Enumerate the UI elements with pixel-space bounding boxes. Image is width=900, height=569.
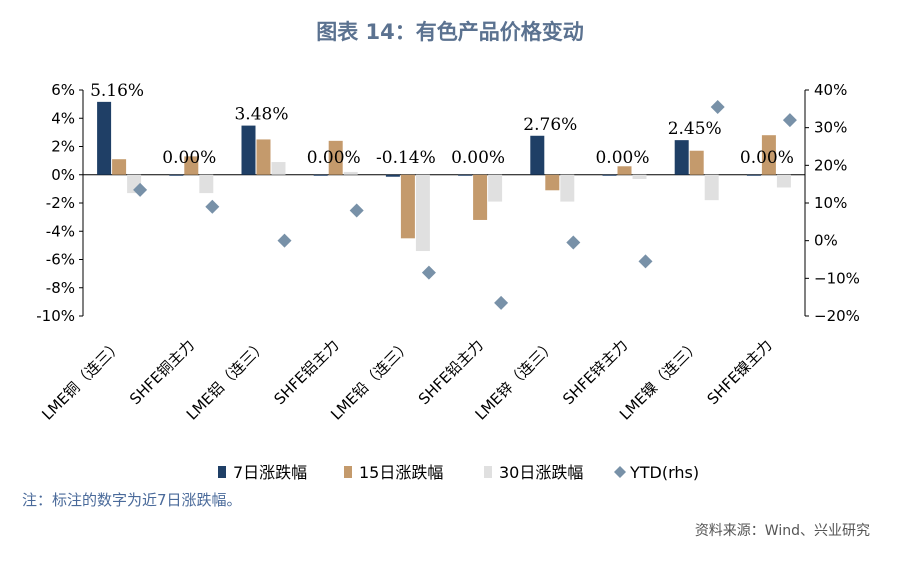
y-tick-label-right: 30%	[814, 119, 847, 137]
bar-3	[560, 174, 575, 202]
y-tick-label-right: −20%	[814, 307, 860, 325]
data-label: 3.48%	[234, 105, 288, 125]
y-tick-label-left: 4%	[51, 109, 75, 127]
y-tick-label-left: -4%	[46, 222, 75, 240]
bar-2	[473, 174, 488, 220]
bar-1	[313, 174, 328, 176]
x-tick-label: SHFE锌主力	[559, 336, 631, 408]
bar-1	[530, 135, 545, 175]
chart-title: 图表 14：有色产品价格变动	[316, 20, 584, 44]
bar-2	[545, 174, 560, 191]
x-tick-label: SHFE铝主力	[270, 336, 342, 408]
x-tick-label: SHFE铜主力	[126, 336, 198, 408]
legend-label: 7日涨跌幅	[233, 463, 307, 482]
bar-3	[271, 162, 286, 175]
data-label: 0.00%	[451, 148, 505, 168]
footnote: 注：标注的数字为近7日涨跌幅。	[22, 491, 242, 509]
data-label: 0.00%	[162, 148, 216, 168]
y-tick-label-left: 0%	[51, 166, 75, 184]
ytd-point	[133, 182, 148, 197]
y-tick-label-left: 6%	[51, 81, 75, 99]
bar-1	[97, 101, 112, 175]
bar-1	[746, 174, 761, 176]
y-tick-label-left: -2%	[46, 194, 75, 212]
ytd-point	[421, 265, 436, 280]
bar-2	[184, 156, 199, 175]
y-tick-label-right: 10%	[814, 194, 847, 212]
bar-3	[415, 174, 430, 252]
y-tick-label-left: -8%	[46, 279, 75, 297]
ytd-point	[277, 233, 292, 248]
bar-1	[458, 174, 473, 176]
legend-marker	[484, 466, 492, 478]
x-tick-label: SHFE镍主力	[704, 336, 776, 408]
bar-1	[169, 174, 184, 176]
bar-1	[602, 174, 617, 176]
bar-1	[241, 125, 256, 175]
bar-3	[632, 174, 647, 179]
y-tick-label-right: 20%	[814, 156, 847, 174]
bar-2	[400, 174, 415, 239]
bar-3	[199, 174, 214, 194]
legend-marker	[218, 466, 226, 478]
legend-label: 15日涨跌幅	[359, 463, 443, 482]
bar-1	[674, 140, 689, 175]
y-tick-label-right: −10%	[814, 269, 860, 287]
legend-label: YTD(rhs)	[629, 463, 699, 482]
ytd-point	[205, 199, 220, 214]
legend-label: 30日涨跌幅	[499, 463, 583, 482]
x-tick-label: SHFE铅主力	[415, 336, 487, 408]
data-label: 0.00%	[740, 148, 794, 168]
data-label: 2.45%	[668, 119, 722, 139]
bar-2	[617, 166, 632, 175]
data-label: 5.16%	[90, 81, 144, 101]
bar-2	[256, 139, 271, 175]
bar-2	[761, 135, 776, 175]
x-tick-label: LME铜（连三）	[38, 336, 126, 424]
legend-marker	[344, 466, 352, 478]
ytd-point	[349, 203, 364, 218]
legend-marker	[614, 466, 626, 478]
bar-3	[704, 174, 719, 201]
y-tick-label-right: 0%	[814, 232, 838, 250]
y-tick-label-left: 2%	[51, 138, 75, 156]
ytd-point	[710, 99, 725, 114]
bar-3	[488, 174, 503, 202]
source-text: 资料来源：Wind、兴业研究	[694, 523, 870, 539]
data-label: -0.14%	[376, 148, 436, 168]
data-label: 0.00%	[595, 148, 649, 168]
bar-3	[776, 174, 791, 188]
bar-2	[328, 140, 343, 175]
bar-2	[112, 159, 127, 175]
ytd-point	[566, 235, 581, 250]
bar-2	[689, 150, 704, 175]
data-label: 2.76%	[523, 115, 577, 135]
ytd-point	[494, 295, 509, 310]
bar-1	[385, 174, 400, 177]
ytd-point	[638, 254, 653, 269]
y-tick-label-left: -10%	[36, 307, 75, 325]
data-label: 0.00%	[307, 148, 361, 168]
bar-3	[343, 171, 358, 175]
ytd-point	[782, 113, 797, 128]
y-tick-label-left: -6%	[46, 251, 75, 269]
y-tick-label-right: 40%	[814, 81, 847, 99]
